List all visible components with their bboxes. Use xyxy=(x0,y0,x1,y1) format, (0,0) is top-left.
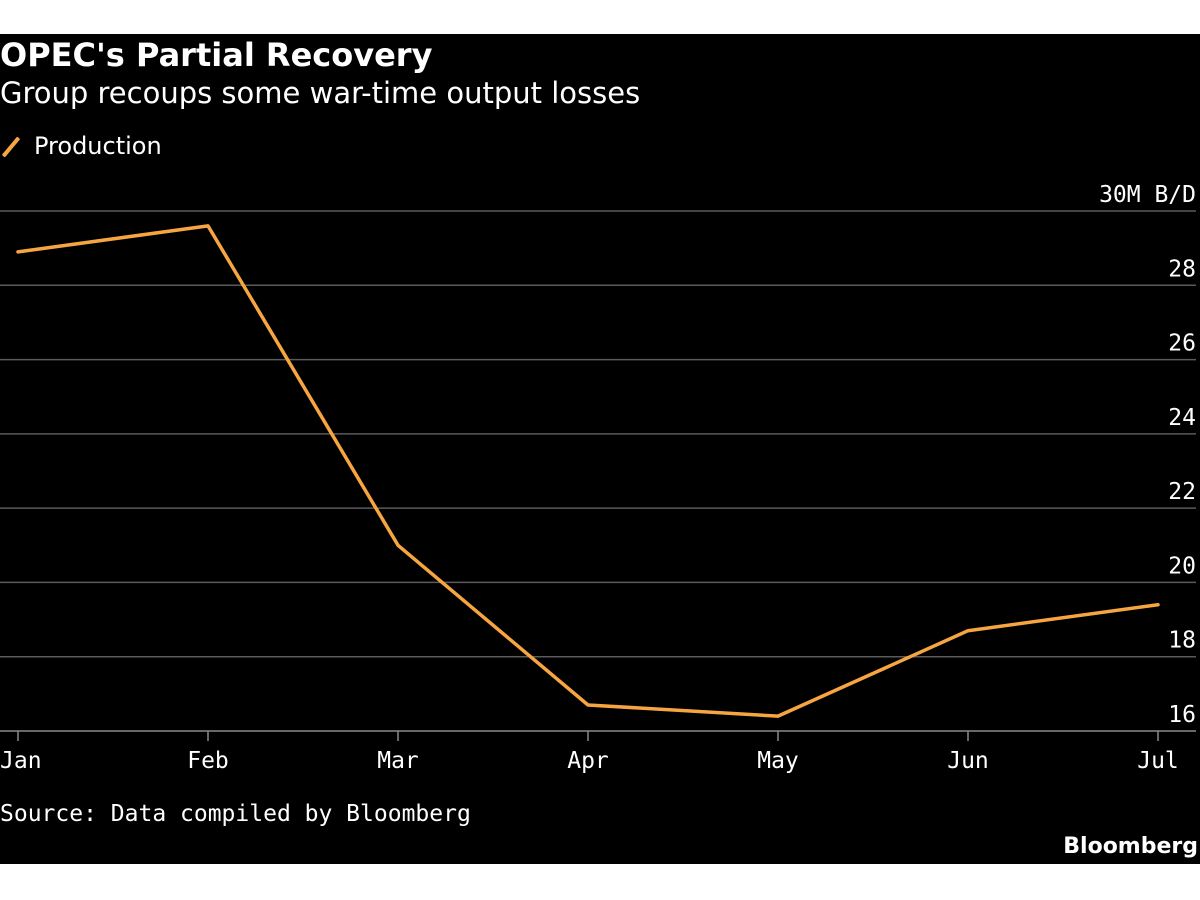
y-tick-label: 30M B/D xyxy=(1099,182,1196,208)
y-tick-label: 26 xyxy=(1168,331,1196,357)
x-tick-label: Feb xyxy=(187,748,229,774)
x-tick-label: Mar xyxy=(377,748,419,774)
x-tick-label: Jul xyxy=(1137,748,1179,774)
chart-frame: OPEC's Partial Recovery Group recoups so… xyxy=(0,34,1200,864)
line-chart: 16 18 20 22 24 26 28 30M B/D Jan Feb Mar Apr May Jun J… xyxy=(0,182,1196,774)
series-line-production xyxy=(16,224,1160,718)
y-tick-label: 16 xyxy=(1168,702,1196,728)
x-tick-label: Jun xyxy=(947,748,989,774)
y-tick-label: 24 xyxy=(1168,405,1196,431)
y-tick-label: 22 xyxy=(1168,479,1196,505)
y-tick-label: 18 xyxy=(1168,628,1196,654)
y-tick-label: 28 xyxy=(1168,256,1196,282)
chart-title: OPEC's Partial Recovery xyxy=(0,36,433,74)
y-tick-label: 20 xyxy=(1168,553,1196,579)
x-tick-label: Jan xyxy=(0,748,42,774)
source-note: Source: Data compiled by Bloomberg xyxy=(0,801,471,827)
legend-label: Production xyxy=(34,132,162,160)
x-tick-label: May xyxy=(757,748,799,774)
x-tick-label: Apr xyxy=(567,748,609,774)
brand-logo: Bloomberg xyxy=(1063,834,1198,859)
legend: Production xyxy=(0,132,162,160)
chart-subtitle: Group recoups some war-time output losse… xyxy=(0,76,641,110)
